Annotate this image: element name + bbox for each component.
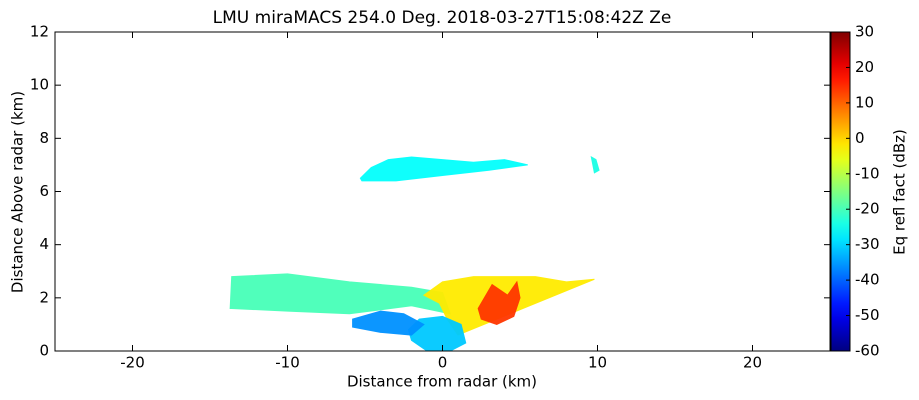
x-tick-label: 20 [743, 354, 762, 372]
y-tick-label: 10 [30, 76, 49, 94]
colorbar-tick-label: -20 [855, 200, 880, 218]
field-region [352, 310, 425, 336]
y-tick-label: 8 [39, 129, 49, 147]
colorbar-tick-label: 30 [855, 23, 874, 41]
x-tick-label: 10 [588, 354, 607, 372]
colorbar-tick-label: -30 [855, 235, 880, 253]
y-axis-label: Distance Above radar (km) [9, 91, 27, 293]
colorbar-tick-label: 20 [855, 58, 874, 76]
x-tick-label: 0 [438, 354, 448, 372]
field-region [590, 155, 600, 174]
y-tick-label: 6 [39, 182, 49, 200]
colorbar-tick-label: -60 [855, 342, 880, 360]
field-region [359, 156, 528, 182]
colorbar-tick-label: 0 [855, 129, 865, 147]
x-tick-label: -20 [120, 354, 145, 372]
y-tick-label: 4 [39, 235, 49, 253]
x-axis-label: Distance from radar (km) [347, 373, 537, 391]
field-region [477, 280, 521, 325]
colorbar-tick-label: -10 [855, 164, 880, 182]
colorbar-label: Eq refl fact (dBz) [891, 129, 909, 255]
colorbar-tick-label: -40 [855, 271, 880, 289]
field-region [229, 273, 452, 315]
y-tick-label: 12 [30, 23, 49, 41]
y-tick-label: 0 [39, 342, 49, 360]
colorbar-tick-label: -50 [855, 306, 880, 324]
chart-title: LMU miraMACS 254.0 Deg. 2018-03-27T15:08… [213, 8, 672, 28]
y-tick-label: 2 [39, 288, 49, 306]
colorbar-tick-label: 10 [855, 93, 874, 111]
colorbar [830, 31, 851, 352]
x-tick-label: -10 [275, 354, 300, 372]
